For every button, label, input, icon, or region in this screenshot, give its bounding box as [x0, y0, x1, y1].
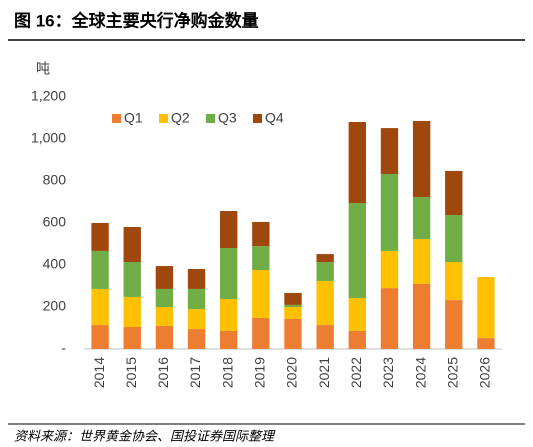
- bar-segment: [155, 325, 174, 349]
- x-tick-label: 2017: [187, 357, 203, 388]
- y-tick-label: -: [61, 340, 66, 356]
- bar-segment: [155, 307, 174, 326]
- legend-label: Q3: [218, 110, 237, 126]
- x-tick-label: 2023: [380, 357, 396, 388]
- bar-segment: [284, 307, 302, 319]
- x-tick-label: 2016: [155, 357, 171, 388]
- bar-segment: [348, 121, 366, 204]
- bar-segment: [348, 203, 366, 298]
- bar-segment: [445, 300, 463, 349]
- bar-segment: [412, 238, 431, 284]
- bar-segment: [316, 325, 334, 349]
- bar-segment: [155, 266, 174, 289]
- bar-segment: [316, 262, 334, 281]
- x-tick-label: 2014: [91, 357, 107, 388]
- legend-swatch: [206, 114, 215, 123]
- bar-segment: [380, 128, 399, 175]
- x-tick-label: 2018: [219, 357, 235, 388]
- bar-segment: [284, 318, 302, 349]
- bar-segment: [252, 221, 270, 247]
- bar-segment: [445, 262, 463, 301]
- x-tick-label: 2022: [348, 357, 364, 388]
- bar-segment: [348, 330, 366, 349]
- y-axis-label: 吨: [36, 61, 50, 77]
- bar-segment: [91, 325, 109, 349]
- legend-swatch: [112, 114, 121, 123]
- bar-segment: [348, 297, 366, 331]
- bar-segment: [187, 288, 206, 310]
- bar-segment: [123, 226, 141, 263]
- legend-label: Q2: [171, 110, 190, 126]
- bar-segment: [220, 330, 238, 349]
- chart-title: 图 16：全球主要央行净购金数量: [14, 10, 259, 30]
- legend-label: Q1: [124, 110, 143, 126]
- bar-segment: [284, 304, 302, 307]
- bar-segment: [187, 268, 206, 289]
- y-tick-label: 200: [43, 298, 67, 314]
- bar-segment: [252, 317, 270, 349]
- bar-segment: [380, 250, 399, 289]
- legend-label: Q4: [265, 110, 284, 126]
- x-tick-label: 2015: [123, 357, 139, 388]
- x-tick-label: 2024: [412, 357, 428, 388]
- bar-segment: [284, 292, 302, 305]
- bar-segment: [123, 262, 141, 297]
- bar-segment: [380, 288, 399, 349]
- x-tick-label: 2019: [252, 357, 268, 388]
- bar-segment: [91, 250, 109, 289]
- bar-segment: [412, 196, 431, 239]
- x-tick-label: 2026: [477, 357, 493, 388]
- x-tick-label: 2025: [444, 357, 460, 388]
- bar-segment: [316, 254, 334, 263]
- bar-segment: [477, 338, 495, 349]
- bar-segment: [445, 170, 463, 216]
- bar-segment: [316, 280, 334, 326]
- source: 资料来源：世界黄金协会、国投证券国际整理: [14, 428, 276, 443]
- bar-segment: [187, 309, 206, 330]
- x-tick-label: 2020: [284, 357, 300, 388]
- y-tick-label: 1,000: [31, 130, 66, 146]
- bar-segment: [187, 329, 206, 349]
- legend-swatch: [253, 114, 262, 123]
- bar-segment: [220, 247, 238, 300]
- bar-segment: [412, 120, 431, 197]
- x-tick-label: 2021: [316, 357, 332, 388]
- bar-segment: [220, 299, 238, 331]
- bar-segment: [123, 326, 141, 349]
- bar-segment: [123, 296, 141, 327]
- bar-segment: [477, 276, 495, 339]
- bar-segment: [252, 246, 270, 271]
- y-tick-label: 1,200: [31, 88, 66, 104]
- bar-segment: [91, 223, 109, 251]
- bar-segment: [380, 174, 399, 251]
- bar-segment: [445, 215, 463, 263]
- y-tick-label: 600: [43, 214, 67, 230]
- bar-segment: [220, 211, 238, 248]
- bar-segment: [252, 270, 270, 318]
- bar-segment: [412, 283, 431, 349]
- y-tick-label: 400: [43, 256, 67, 272]
- y-tick-label: 800: [43, 172, 67, 188]
- bar-segment: [155, 288, 174, 307]
- bar-segment: [91, 288, 109, 326]
- legend-swatch: [159, 114, 168, 123]
